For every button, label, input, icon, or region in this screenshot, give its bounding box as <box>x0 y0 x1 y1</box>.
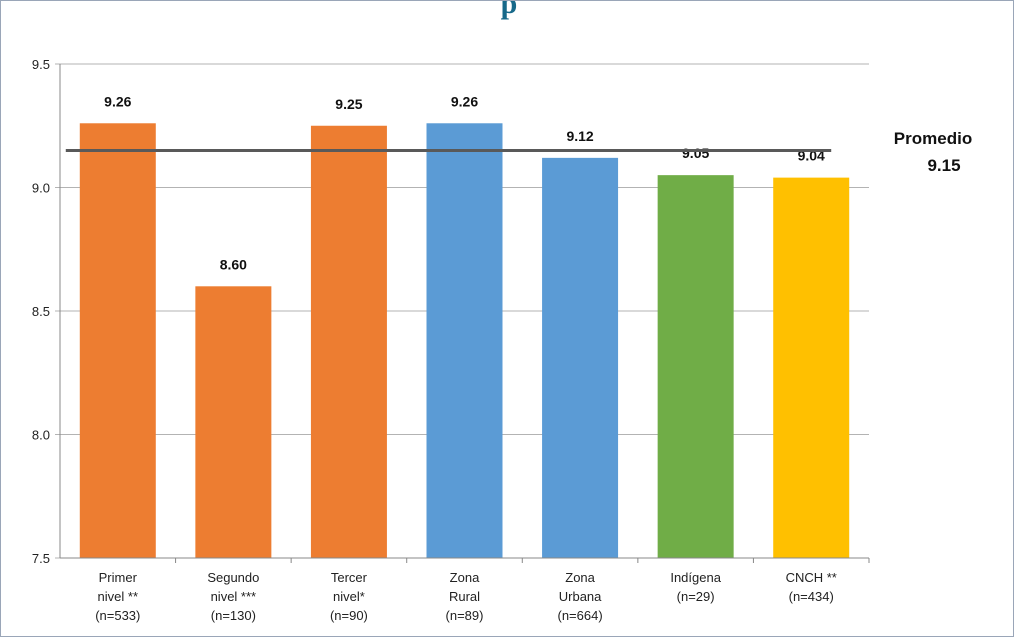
x-tick-label-line: Primer <box>99 570 138 585</box>
x-tick-label-line: (n=130) <box>211 608 256 623</box>
x-tick-label-line: Segundo <box>207 570 259 585</box>
data-label: 9.26 <box>451 93 478 109</box>
x-tick-label-line: Urbana <box>559 589 602 604</box>
data-label: 9.12 <box>566 128 593 144</box>
axes: 7.5 8.0 8.5 9.0 9.5 Primer nivel ** (n=533) Segu… <box>32 57 870 623</box>
bar <box>657 175 734 558</box>
data-label: 9.05 <box>682 145 709 161</box>
data-label: 9.25 <box>335 96 362 112</box>
x-tick-label-line: (n=664) <box>557 608 602 623</box>
x-tick-label: Indígena (n=29) <box>670 570 721 604</box>
x-tick-label: Segundo nivel *** (n=130) <box>207 570 259 623</box>
bar <box>426 123 503 558</box>
average-line-group: Promedio 9.15 <box>65 129 972 175</box>
x-tick-label-line: Zona <box>565 570 595 585</box>
average-value-label: 9.15 <box>927 156 960 175</box>
x-tick-label: Tercer nivel* (n=90) <box>330 570 368 623</box>
data-label: 9.26 <box>104 93 131 109</box>
x-tick-label-line: nivel ** <box>98 589 138 604</box>
y-tick-label: 9.0 <box>32 181 50 196</box>
bar <box>773 177 850 558</box>
bar <box>310 125 387 558</box>
title-fragment: p <box>500 0 518 20</box>
x-tick-label-line: (n=434) <box>789 589 834 604</box>
x-tick-label-line: (n=89) <box>446 608 484 623</box>
y-tick-label: 8.0 <box>32 428 50 443</box>
y-tick-label: 9.5 <box>32 57 50 72</box>
x-tick-label-line: (n=533) <box>95 608 140 623</box>
x-tick-label: Zona Urbana (n=664) <box>557 570 602 623</box>
x-tick-label: Zona Rural (n=89) <box>446 570 484 623</box>
x-tick-label-line: Tercer <box>331 570 368 585</box>
bars <box>79 123 850 559</box>
x-tick-label-line: Indígena <box>670 570 721 585</box>
x-tick-label-line: Rural <box>449 589 480 604</box>
x-tick-label-line: nivel* <box>333 589 365 604</box>
bar <box>195 286 272 558</box>
x-tick-label: CNCH ** (n=434) <box>786 570 837 604</box>
x-tick-label: Primer nivel ** (n=533) <box>95 570 140 623</box>
x-tick-label-line: Zona <box>450 570 480 585</box>
x-tick-label-line: (n=29) <box>677 589 715 604</box>
x-tick-label-line: nivel *** <box>211 589 257 604</box>
x-tick-label-line: (n=90) <box>330 608 368 623</box>
x-tick-label-line: CNCH ** <box>786 570 837 585</box>
y-tick-label: 8.5 <box>32 304 50 319</box>
bar <box>79 123 156 558</box>
data-label: 8.60 <box>220 256 247 272</box>
y-tick-label: 7.5 <box>32 551 50 566</box>
average-label: Promedio <box>894 129 972 148</box>
bar <box>542 157 619 559</box>
